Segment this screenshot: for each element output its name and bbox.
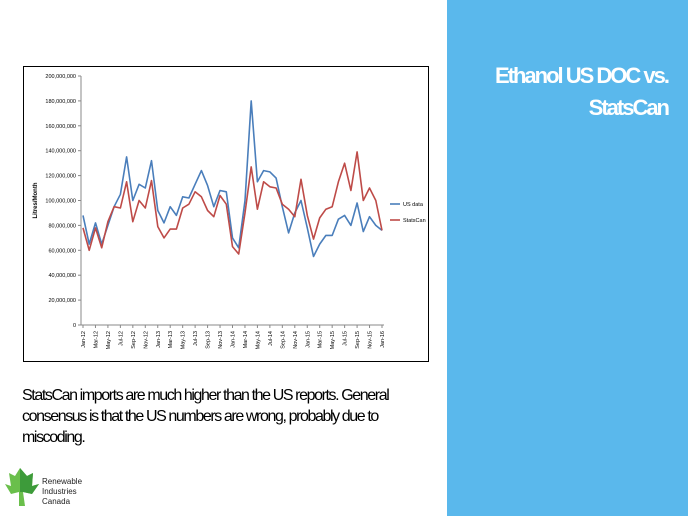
x-tick-label: May-13 (181, 331, 187, 349)
slide-title-line2: StatsCan (588, 95, 670, 120)
title-panel: Ethanol US DOC vs. StatsCan (447, 0, 688, 516)
x-tick-label: Jan-15 (305, 331, 311, 348)
legend-label: StatsCan (403, 218, 426, 224)
x-tick-label: Sep-12 (131, 331, 137, 349)
logo-line-3: Canada (42, 497, 71, 506)
x-tick-label: May-12 (106, 331, 112, 349)
y-tick-label: 180,000,000 (45, 99, 76, 105)
x-tick-label: Mar-14 (243, 331, 249, 348)
x-tick-label: Mar-13 (168, 331, 174, 348)
body-text: StatsCan imports are much higher than th… (22, 387, 390, 446)
y-tick-label: 160,000,000 (45, 124, 76, 130)
x-tick-label: Mar-15 (318, 331, 324, 348)
x-tick-label: Jan-12 (81, 331, 87, 348)
y-tick-label: 140,000,000 (45, 149, 76, 155)
x-tick-label: May-15 (330, 331, 336, 349)
legend-label: US data (403, 202, 424, 208)
logo-line-1: Renewable (42, 477, 83, 486)
logo-line-2: Industries (42, 487, 77, 496)
x-tick-label: Jul-12 (118, 331, 124, 346)
y-tick-label: 20,000,000 (48, 298, 76, 304)
series-line-us-data (82, 100, 383, 258)
x-tick-label: Nov-13 (218, 331, 224, 349)
slide-title-line1: Ethanol US DOC vs. (494, 63, 670, 88)
x-tick-label: Jan-16 (380, 331, 386, 348)
y-axis-label: Litres/Month (33, 182, 39, 218)
y-tick-label: 60,000,000 (48, 248, 76, 254)
x-tick-label: Nov-14 (293, 331, 299, 349)
chart-frame: 0 20,000,000 40,000,000 60,000,000 80,000,00… (23, 66, 429, 362)
renewable-industries-canada-logo (5, 468, 39, 506)
line-chart: 0 20,000,000 40,000,000 60,000,000 80,000,00… (33, 74, 426, 349)
x-tick-label: Mar-12 (93, 331, 99, 348)
y-tick-label: 80,000,000 (48, 223, 76, 229)
x-tick-label: Jan-14 (231, 331, 237, 348)
slide-title: Ethanol US DOC vs. StatsCan (448, 60, 670, 124)
logo-text: Renewable Industries Canada (42, 477, 102, 507)
x-tick-label: Sep-15 (355, 331, 361, 349)
x-tick-label: Nov-15 (368, 331, 374, 349)
x-tick-label: Jul-14 (268, 331, 274, 346)
x-tick-label: Jul-13 (193, 331, 199, 346)
leaf-icon (5, 468, 39, 506)
x-tick-label: Nov-12 (143, 331, 149, 349)
y-tick-label: 120,000,000 (45, 174, 76, 180)
y-tick-label: 100,000,000 (45, 199, 76, 205)
y-tick-label: 200,000,000 (45, 74, 76, 80)
x-tick-label: Jul-15 (343, 331, 349, 346)
y-tick-label: 0 (73, 323, 76, 329)
x-tick-label: Sep-13 (206, 331, 212, 349)
y-tick-label: 40,000,000 (48, 273, 76, 279)
x-tick-label: Sep-14 (280, 331, 286, 349)
x-tick-label: May-14 (255, 331, 261, 349)
x-tick-label: Jan-13 (156, 331, 162, 348)
series-line-statscan (82, 151, 383, 255)
